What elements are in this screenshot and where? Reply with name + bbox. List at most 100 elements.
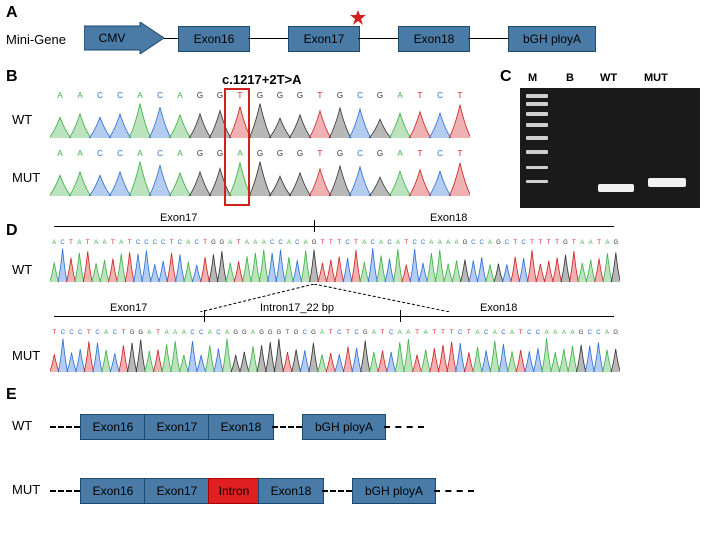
mut-label-d: MUT <box>12 348 40 363</box>
svg-text:T: T <box>318 149 323 158</box>
svg-text:A: A <box>362 240 366 246</box>
svg-text:C: C <box>78 330 83 336</box>
svg-text:T: T <box>572 240 576 246</box>
svg-text:C: C <box>113 330 118 336</box>
svg-text:G: G <box>613 330 618 336</box>
svg-text:G: G <box>138 330 143 336</box>
svg-text:G: G <box>211 240 216 246</box>
dash-e-mut-1 <box>50 490 80 492</box>
cmv-promoter-arrow: CMV <box>84 22 164 54</box>
svg-text:T: T <box>467 330 471 336</box>
exon18-box-a: Exon18 <box>398 26 470 52</box>
svg-text:T: T <box>122 330 126 336</box>
svg-text:A: A <box>287 240 291 246</box>
svg-text:C: C <box>95 330 100 336</box>
svg-text:A: A <box>605 240 609 246</box>
svg-text:C: C <box>161 240 166 246</box>
svg-text:G: G <box>294 330 299 336</box>
svg-text:C: C <box>199 330 204 336</box>
svg-text:G: G <box>297 149 303 158</box>
svg-text:T: T <box>519 330 523 336</box>
svg-text:C: C <box>588 330 593 336</box>
svg-text:A: A <box>94 240 98 246</box>
svg-text:A: A <box>165 330 169 336</box>
svg-text:T: T <box>111 240 115 246</box>
svg-text:A: A <box>553 330 557 336</box>
svg-text:A: A <box>446 240 450 246</box>
svg-text:C: C <box>421 240 426 246</box>
svg-text:T: T <box>354 240 358 246</box>
svg-text:T: T <box>418 91 423 100</box>
bgh-e-mut: bGH ployA <box>352 478 436 504</box>
mut-label-e: MUT <box>12 482 40 497</box>
svg-text:G: G <box>197 149 203 158</box>
wt-label-d: WT <box>12 262 32 277</box>
wt-exon17-text: Exon17 <box>160 212 197 224</box>
svg-text:A: A <box>304 240 308 246</box>
minigene-label: Mini-Gene <box>6 32 66 47</box>
svg-text:G: G <box>217 91 223 100</box>
svg-text:C: C <box>61 330 66 336</box>
svg-text:T: T <box>432 330 436 336</box>
svg-text:C: C <box>117 149 123 158</box>
svg-text:A: A <box>177 91 183 100</box>
svg-text:T: T <box>381 330 385 336</box>
svg-text:A: A <box>406 330 410 336</box>
panel-a-label: A <box>6 4 18 22</box>
svg-text:G: G <box>496 240 501 246</box>
svg-text:C: C <box>195 240 200 246</box>
exon18-e-wt: Exon18 <box>208 414 274 440</box>
svg-text:A: A <box>580 240 584 246</box>
svg-text:C: C <box>278 240 283 246</box>
svg-text:A: A <box>475 330 479 336</box>
svg-text:T: T <box>321 240 325 246</box>
svg-text:C: C <box>295 240 300 246</box>
svg-text:A: A <box>102 240 106 246</box>
svg-text:T: T <box>458 149 463 158</box>
svg-text:C: C <box>69 330 74 336</box>
svg-text:C: C <box>596 330 601 336</box>
svg-text:A: A <box>397 91 403 100</box>
svg-text:A: A <box>379 240 383 246</box>
chromatogram-wt-b: AACCACAGGTGGGTGCGATCT <box>50 90 470 140</box>
mut-label-b: MUT <box>12 170 40 185</box>
svg-text:T: T <box>318 91 323 100</box>
dash-e-mut-3 <box>434 490 474 492</box>
svg-text:G: G <box>277 91 283 100</box>
svg-text:C: C <box>270 240 275 246</box>
ladder-band <box>526 112 548 116</box>
svg-text:G: G <box>377 149 383 158</box>
svg-text:A: A <box>545 330 549 336</box>
svg-text:A: A <box>77 240 81 246</box>
cmv-text: CMV <box>99 31 126 45</box>
svg-text:T: T <box>555 240 559 246</box>
svg-text:G: G <box>197 91 203 100</box>
svg-text:A: A <box>225 330 229 336</box>
svg-text:A: A <box>510 330 514 336</box>
svg-text:T: T <box>597 240 601 246</box>
svg-text:A: A <box>262 240 266 246</box>
mut-exon17-text: Exon17 <box>110 302 147 314</box>
ladder-band <box>526 102 548 106</box>
svg-text:T: T <box>418 149 423 158</box>
chromatogram-mut-d: TCCCTCACTGGATAAACCACAGGAGGGTGCGATCTCGATC… <box>50 326 620 374</box>
svg-text:G: G <box>377 91 383 100</box>
svg-text:G: G <box>257 91 263 100</box>
mut-intron-line <box>204 316 400 317</box>
svg-text:T: T <box>170 240 174 246</box>
svg-text:C: C <box>521 240 526 246</box>
svg-text:A: A <box>438 240 442 246</box>
svg-text:A: A <box>119 240 123 246</box>
svg-text:A: A <box>177 149 183 158</box>
lane-m: M <box>528 72 537 84</box>
svg-text:T: T <box>87 330 91 336</box>
svg-text:G: G <box>233 330 238 336</box>
svg-text:A: A <box>57 91 63 100</box>
svg-text:C: C <box>458 330 463 336</box>
svg-text:A: A <box>589 240 593 246</box>
svg-text:C: C <box>303 330 308 336</box>
svg-text:C: C <box>527 330 532 336</box>
svg-text:C: C <box>357 149 363 158</box>
svg-text:A: A <box>253 240 257 246</box>
svg-text:C: C <box>97 149 103 158</box>
